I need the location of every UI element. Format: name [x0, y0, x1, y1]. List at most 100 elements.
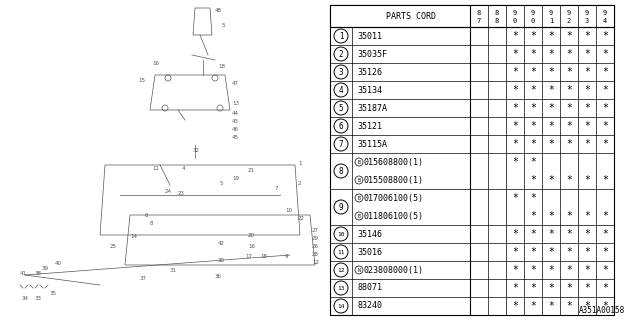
Bar	[330, 5, 614, 27]
Text: 42: 42	[218, 241, 225, 246]
Text: 4: 4	[339, 85, 343, 94]
Text: *: *	[512, 31, 518, 41]
Text: *: *	[566, 103, 572, 113]
Text: 7: 7	[275, 186, 278, 191]
Text: *: *	[512, 139, 518, 149]
Text: 40: 40	[55, 261, 62, 266]
Text: *: *	[584, 301, 590, 311]
Text: *: *	[584, 85, 590, 95]
Text: *: *	[584, 103, 590, 113]
Text: *: *	[548, 229, 554, 239]
Text: *: *	[566, 265, 572, 275]
Text: *: *	[602, 283, 608, 293]
Text: 015608800(1): 015608800(1)	[364, 157, 424, 166]
Text: 23: 23	[178, 191, 185, 196]
Text: *: *	[548, 85, 554, 95]
Text: *: *	[566, 139, 572, 149]
Text: 18: 18	[260, 254, 267, 259]
Text: *: *	[584, 211, 590, 221]
Text: *: *	[584, 49, 590, 59]
Text: 5: 5	[339, 103, 343, 113]
Text: *: *	[602, 301, 608, 311]
Text: 8: 8	[495, 10, 499, 16]
Text: 13: 13	[232, 101, 239, 106]
Text: 32: 32	[193, 148, 200, 153]
Text: 22: 22	[298, 216, 305, 221]
Text: 12: 12	[312, 260, 319, 265]
Text: 9: 9	[549, 10, 553, 16]
Text: 33: 33	[35, 296, 42, 301]
Text: *: *	[512, 247, 518, 257]
Text: *: *	[602, 121, 608, 131]
Text: *: *	[566, 85, 572, 95]
Text: 9: 9	[531, 10, 535, 16]
Text: 47: 47	[232, 81, 239, 86]
Text: 16: 16	[152, 61, 159, 66]
Text: *: *	[512, 67, 518, 77]
Text: 26: 26	[312, 244, 319, 249]
Text: 15: 15	[138, 78, 145, 83]
Text: *: *	[530, 211, 536, 221]
Text: 35016: 35016	[357, 247, 382, 257]
Text: *: *	[566, 67, 572, 77]
Text: B: B	[358, 178, 360, 182]
Text: *: *	[548, 49, 554, 59]
Text: A351A00158: A351A00158	[579, 306, 625, 315]
Text: *: *	[584, 283, 590, 293]
Text: 35187A: 35187A	[357, 103, 387, 113]
Text: 017006100(5): 017006100(5)	[364, 194, 424, 203]
Text: 17: 17	[245, 254, 252, 259]
Text: *: *	[584, 121, 590, 131]
Text: 10: 10	[285, 208, 292, 213]
Text: *: *	[530, 229, 536, 239]
Text: *: *	[566, 283, 572, 293]
Text: 35: 35	[50, 291, 57, 296]
Text: 8: 8	[150, 221, 154, 226]
Text: *: *	[548, 301, 554, 311]
Text: *: *	[584, 175, 590, 185]
Text: 41: 41	[20, 271, 27, 276]
Text: 7: 7	[339, 140, 343, 148]
Text: *: *	[548, 247, 554, 257]
Text: 7: 7	[477, 18, 481, 24]
Text: *: *	[530, 283, 536, 293]
Text: 1: 1	[339, 31, 343, 41]
Text: 30: 30	[218, 258, 225, 263]
Text: 27: 27	[312, 228, 319, 233]
Text: *: *	[548, 283, 554, 293]
Text: *: *	[512, 49, 518, 59]
Text: 38: 38	[35, 271, 42, 276]
Text: 12: 12	[337, 268, 345, 273]
Text: *: *	[566, 211, 572, 221]
Text: *: *	[548, 31, 554, 41]
Text: *: *	[548, 121, 554, 131]
Text: *: *	[584, 139, 590, 149]
Bar	[330, 5, 614, 315]
Text: *: *	[512, 229, 518, 239]
Text: *: *	[530, 175, 536, 185]
Text: 28: 28	[312, 252, 319, 257]
Text: 5: 5	[220, 181, 223, 186]
Text: *: *	[602, 211, 608, 221]
Text: *: *	[602, 139, 608, 149]
Text: *: *	[548, 265, 554, 275]
Text: *: *	[584, 229, 590, 239]
Text: 9: 9	[567, 10, 571, 16]
Text: 20: 20	[248, 233, 255, 238]
Text: 8: 8	[339, 166, 343, 175]
Text: *: *	[512, 301, 518, 311]
Text: *: *	[584, 31, 590, 41]
Text: *: *	[602, 247, 608, 257]
Text: 18: 18	[218, 64, 225, 69]
Text: *: *	[530, 157, 536, 167]
Text: *: *	[602, 49, 608, 59]
Text: N: N	[358, 268, 360, 273]
Text: *: *	[602, 67, 608, 77]
Text: 3: 3	[339, 68, 343, 76]
Text: *: *	[548, 211, 554, 221]
Text: 44: 44	[232, 111, 239, 116]
Text: 34: 34	[22, 296, 29, 301]
Text: *: *	[530, 247, 536, 257]
Text: 35011: 35011	[357, 31, 382, 41]
Text: *: *	[548, 175, 554, 185]
